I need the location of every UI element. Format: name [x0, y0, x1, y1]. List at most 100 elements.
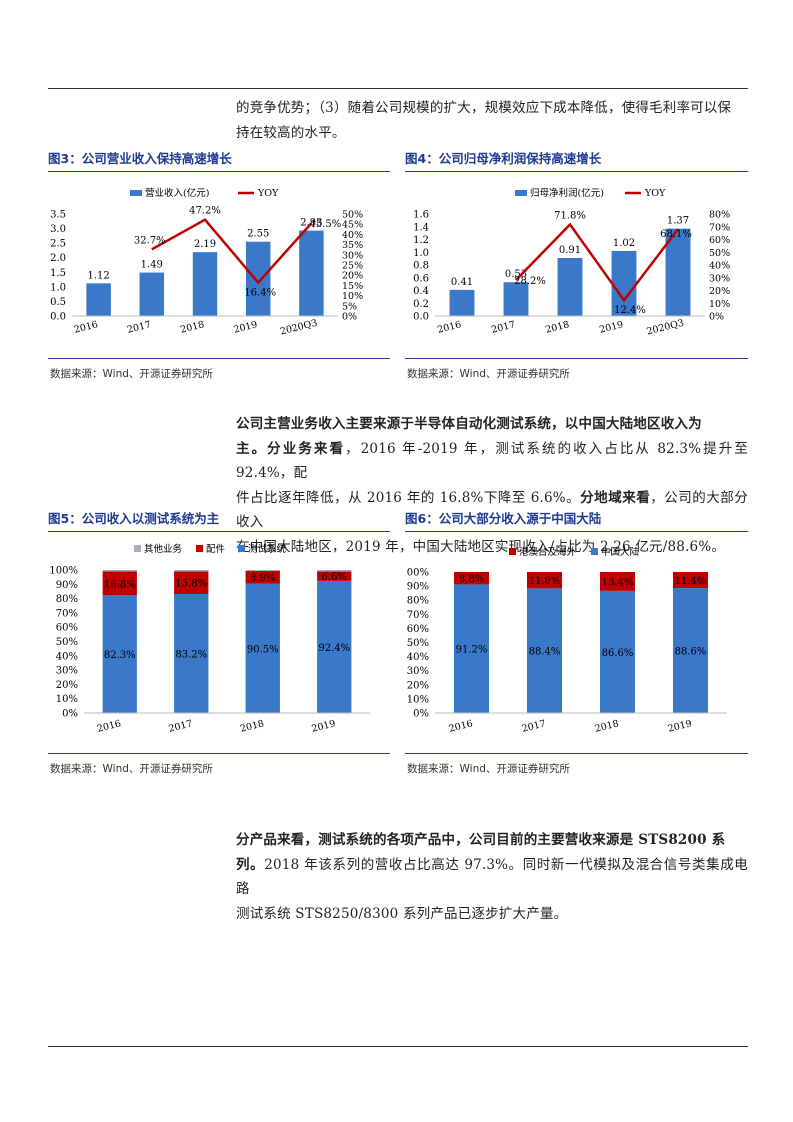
y2-tick-label: 80%: [709, 210, 730, 221]
legend-swatch-bar: [515, 190, 527, 196]
y-tick-label: 80%: [407, 596, 429, 607]
y-tick-label: 1.6: [413, 210, 429, 221]
y-tick-label: 1.0: [50, 282, 66, 293]
bar-data-label: 2.55: [247, 229, 269, 240]
y2-tick-label: 25%: [342, 261, 363, 272]
yoy-data-label: 32.7%: [134, 235, 166, 246]
segment-data-label: 91.2%: [456, 645, 488, 656]
y-tick-label: 90%: [407, 582, 429, 593]
legend-label: 其他业务: [144, 543, 183, 555]
paragraph-2: 公司主营业务收入主要来源于半导体自动化测试系统，以中国大陆地区收入为 主。分业务…: [236, 412, 748, 559]
fig5-chart: 其他业务 配件 测试系统 0% 10% 20% 30% 40% 50% 60% 70% 80% 90% 1…: [49, 543, 370, 735]
y2-tick-label: 50%: [709, 248, 730, 259]
legend-label-bar: 营业收入(亿元): [145, 187, 209, 199]
segment-data-label: 83.2%: [175, 650, 207, 661]
yoy-data-label: 12.4%: [614, 305, 646, 316]
paragraph-3: 分产品来看，测试系统的各项产品中，公司目前的主要营收来源是 STS8200 系 …: [236, 828, 748, 926]
segment-data-label: 13.4%: [602, 577, 634, 588]
y2-tick-label: 50%: [342, 210, 363, 221]
legend-label-line: YOY: [257, 188, 279, 199]
stack-segment: [672, 572, 709, 589]
fig4-title-rule: [405, 171, 748, 172]
stack-segment: [317, 580, 352, 713]
stack-segment: [174, 594, 209, 713]
fig4-source: 数据来源：Wind、开源证券研究所: [407, 368, 570, 380]
segment-data-label: 88.4%: [529, 647, 561, 658]
paragraph-3-bold-1: 分产品来看，测试系统的各项产品中，公司目前的主要营收来源是 STS8200 系: [236, 832, 726, 848]
y-tick-label: 0%: [62, 709, 78, 720]
bar-data-label: 1.49: [141, 260, 163, 271]
fig4-chart: 归母净利润(亿元) YOY 0.0 0.2 0.4 0.60.8 1.0 1.2 1.41.6 0…: [413, 187, 730, 338]
fig5-bottom-rule: [48, 753, 390, 754]
segment-data-label: 11.6%: [529, 576, 561, 587]
fig3-chart: 营业收入(亿元) YOY0.00.51.01.52.02.53.03.50%5%1…: [50, 187, 363, 338]
bar-data-label: 0.53: [505, 269, 527, 280]
bar-data-label: 2.93: [300, 218, 322, 229]
y2-tick-label: 45%: [342, 220, 363, 231]
segment-data-label: 15.8%: [175, 579, 207, 590]
y2-tick-label: 10%: [709, 299, 730, 310]
fig4-title: 图4：公司归母净利润保持高速增长: [405, 151, 602, 166]
y-tick-label: 60%: [407, 624, 429, 635]
y2-tick-label: 70%: [709, 222, 730, 233]
y-tick-label: 0.2: [413, 299, 429, 310]
fig6-title: 图6：公司大部分收入源于中国大陆: [405, 511, 602, 526]
yoy-data-label: 68.1%: [660, 229, 692, 240]
fig3-title-rule: [48, 171, 390, 172]
paragraph-2-text-2: ，2016 年-2019 年，测试系统的收入占比从 82.3%提升至 92.4%…: [236, 440, 748, 482]
bar: [192, 252, 218, 316]
legend-swatch-bar: [130, 190, 142, 196]
segment-data-label: 11.4%: [675, 576, 707, 587]
x-tick-label: 2017: [521, 718, 547, 735]
paragraph-3-text-2: 2018 年该系列的营收占比高达 97.3%。同时新一代模拟及混合信号类集成电路: [236, 856, 749, 898]
stack-segment: [102, 571, 137, 596]
stack-segment: [317, 570, 352, 572]
x-tick-label: 2016: [436, 319, 462, 336]
y2-tick-label: 0%: [709, 312, 724, 323]
fig3-title: 图3：公司营业收入保持高速增长: [48, 151, 232, 166]
y2-tick-label: 20%: [709, 286, 730, 297]
y2-tick-label: 10%: [342, 291, 363, 302]
fig5-title: 图5：公司收入以测试系统为主: [48, 511, 220, 526]
y-tick-label: 10%: [407, 694, 429, 705]
y-tick-label: 70%: [56, 608, 78, 619]
bar: [611, 250, 637, 316]
paragraph-3-bold-2: 列。: [236, 856, 265, 873]
y2-tick-label: 60%: [709, 235, 730, 246]
y-tick-label: 40%: [56, 651, 78, 662]
stack-segment: [672, 588, 709, 713]
bar: [557, 257, 583, 316]
x-tick-label: 2019: [311, 718, 337, 735]
x-tick-label: 2018: [179, 319, 205, 336]
footer-rule: [48, 1046, 748, 1047]
fig6-title-rule: [405, 531, 748, 532]
legend-swatch: [238, 545, 245, 552]
fig6-bottom-rule: [405, 753, 748, 754]
y-tick-label: 20%: [56, 680, 78, 691]
y-tick-label: 80%: [56, 594, 78, 605]
bar: [503, 282, 529, 316]
stack-segment: [174, 570, 209, 572]
legend-label: 港澳台及海外: [519, 546, 577, 558]
paragraph-2-line-2: 主。分业务来看，2016 年-2019 年，测试系统的收入占比从 82.3%提升…: [236, 437, 748, 486]
stack-segment: [245, 570, 280, 584]
yoy-line: [151, 218, 313, 285]
bar-data-label: 2.19: [194, 239, 216, 250]
x-tick-label: 2017: [126, 319, 152, 336]
fig5-title-rule: [48, 531, 390, 532]
bar-data-label: 0.91: [559, 245, 581, 256]
y-tick-label: 0.5: [50, 297, 66, 308]
y-tick-label: 0.6: [413, 273, 429, 284]
bar: [245, 241, 271, 316]
paragraph-2-bold-1: 公司主营业务收入主要来源于半导体自动化测试系统，以中国大陆地区收入为: [236, 416, 702, 432]
y2-tick-label: 30%: [709, 273, 730, 284]
legend-swatch: [134, 545, 141, 552]
segment-data-label: 16.8%: [104, 579, 136, 590]
y-tick-label: 1.2: [413, 235, 429, 246]
bar: [449, 289, 475, 316]
bar: [139, 272, 165, 316]
fig6-source: 数据来源：Wind、开源证券研究所: [407, 763, 570, 775]
y-tick-label: 90%: [56, 580, 78, 591]
paragraph-2-bold-2: 主。分业务来看: [236, 440, 346, 457]
y-tick-label: 2.5: [50, 239, 66, 250]
